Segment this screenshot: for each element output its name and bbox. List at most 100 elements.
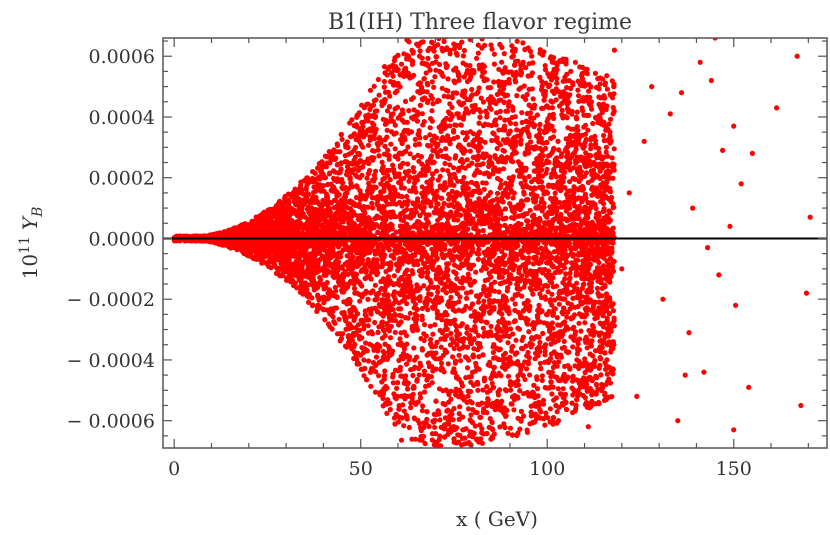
data-point xyxy=(514,38,520,44)
data-point xyxy=(518,408,525,414)
data-point xyxy=(433,168,440,174)
data-point xyxy=(439,206,445,212)
data-point xyxy=(365,112,371,118)
data-point xyxy=(384,410,390,416)
data-point xyxy=(604,213,610,219)
data-point xyxy=(399,107,405,113)
data-point xyxy=(342,231,348,237)
data-point xyxy=(510,267,516,273)
data-point xyxy=(610,175,616,181)
data-point xyxy=(649,84,655,90)
data-point xyxy=(391,273,397,279)
data-point xyxy=(352,172,359,178)
data-point xyxy=(538,199,544,205)
data-point xyxy=(412,136,418,142)
data-point xyxy=(465,406,472,412)
data-point xyxy=(382,368,388,374)
data-point xyxy=(557,263,564,269)
data-point xyxy=(542,63,548,69)
data-point xyxy=(512,301,518,307)
data-point xyxy=(321,175,327,181)
data-point xyxy=(451,262,458,268)
data-point xyxy=(463,106,469,112)
data-point xyxy=(588,137,594,143)
data-point xyxy=(366,180,372,186)
data-point xyxy=(405,161,411,167)
data-point xyxy=(731,427,737,433)
data-point xyxy=(443,290,449,296)
data-point xyxy=(372,282,378,288)
data-point xyxy=(456,115,462,121)
data-point xyxy=(686,330,692,336)
data-point xyxy=(528,335,535,342)
data-point xyxy=(641,138,647,144)
data-point xyxy=(387,335,394,341)
data-point xyxy=(422,322,428,328)
data-point xyxy=(499,154,505,160)
data-point xyxy=(610,308,617,314)
data-point xyxy=(425,376,431,382)
data-point xyxy=(481,298,487,304)
data-point xyxy=(416,372,422,378)
data-point xyxy=(537,74,543,80)
data-point xyxy=(579,105,585,111)
data-point xyxy=(431,84,437,90)
data-point xyxy=(369,331,376,337)
data-point xyxy=(619,266,625,272)
data-point xyxy=(543,170,549,176)
y-axis-label-base: 10 xyxy=(18,254,42,279)
data-point xyxy=(456,299,462,305)
data-point xyxy=(556,359,562,365)
data-point xyxy=(439,360,445,366)
data-point xyxy=(361,357,367,363)
data-point xyxy=(611,146,617,152)
data-point xyxy=(464,295,470,301)
data-point xyxy=(592,133,598,139)
data-point xyxy=(407,151,413,157)
data-point xyxy=(596,401,602,407)
data-point xyxy=(401,423,407,429)
data-point xyxy=(402,98,409,104)
data-point xyxy=(419,184,425,190)
data-point xyxy=(513,121,519,127)
data-point xyxy=(469,92,475,98)
data-point xyxy=(468,412,474,418)
data-point xyxy=(437,327,443,333)
data-point xyxy=(406,178,412,184)
data-point xyxy=(634,393,640,399)
data-point xyxy=(592,70,599,76)
data-point xyxy=(436,386,443,392)
data-point xyxy=(551,145,557,151)
x-axis-label: x ( GeV) xyxy=(456,507,538,531)
data-point xyxy=(556,147,562,153)
data-point xyxy=(554,80,560,86)
data-point xyxy=(587,261,594,267)
data-point xyxy=(490,426,496,433)
data-point xyxy=(467,38,473,43)
data-point xyxy=(427,125,433,131)
data-point xyxy=(601,132,607,139)
data-point xyxy=(462,435,468,441)
data-point xyxy=(494,190,501,196)
data-point xyxy=(605,153,611,159)
data-point xyxy=(464,399,470,405)
data-point xyxy=(514,93,520,99)
data-point xyxy=(380,116,386,122)
data-point xyxy=(544,166,550,172)
data-point xyxy=(387,406,393,413)
data-point xyxy=(539,78,545,85)
data-point xyxy=(738,181,744,187)
data-point xyxy=(502,65,508,71)
data-point xyxy=(584,71,590,77)
data-point xyxy=(480,259,487,265)
data-point xyxy=(520,59,526,65)
data-point xyxy=(731,123,737,129)
data-point xyxy=(420,209,426,215)
data-point xyxy=(555,386,561,392)
data-point xyxy=(484,389,490,395)
data-point xyxy=(497,424,503,430)
data-point xyxy=(317,275,323,281)
data-point xyxy=(500,190,506,196)
data-point xyxy=(489,46,495,52)
